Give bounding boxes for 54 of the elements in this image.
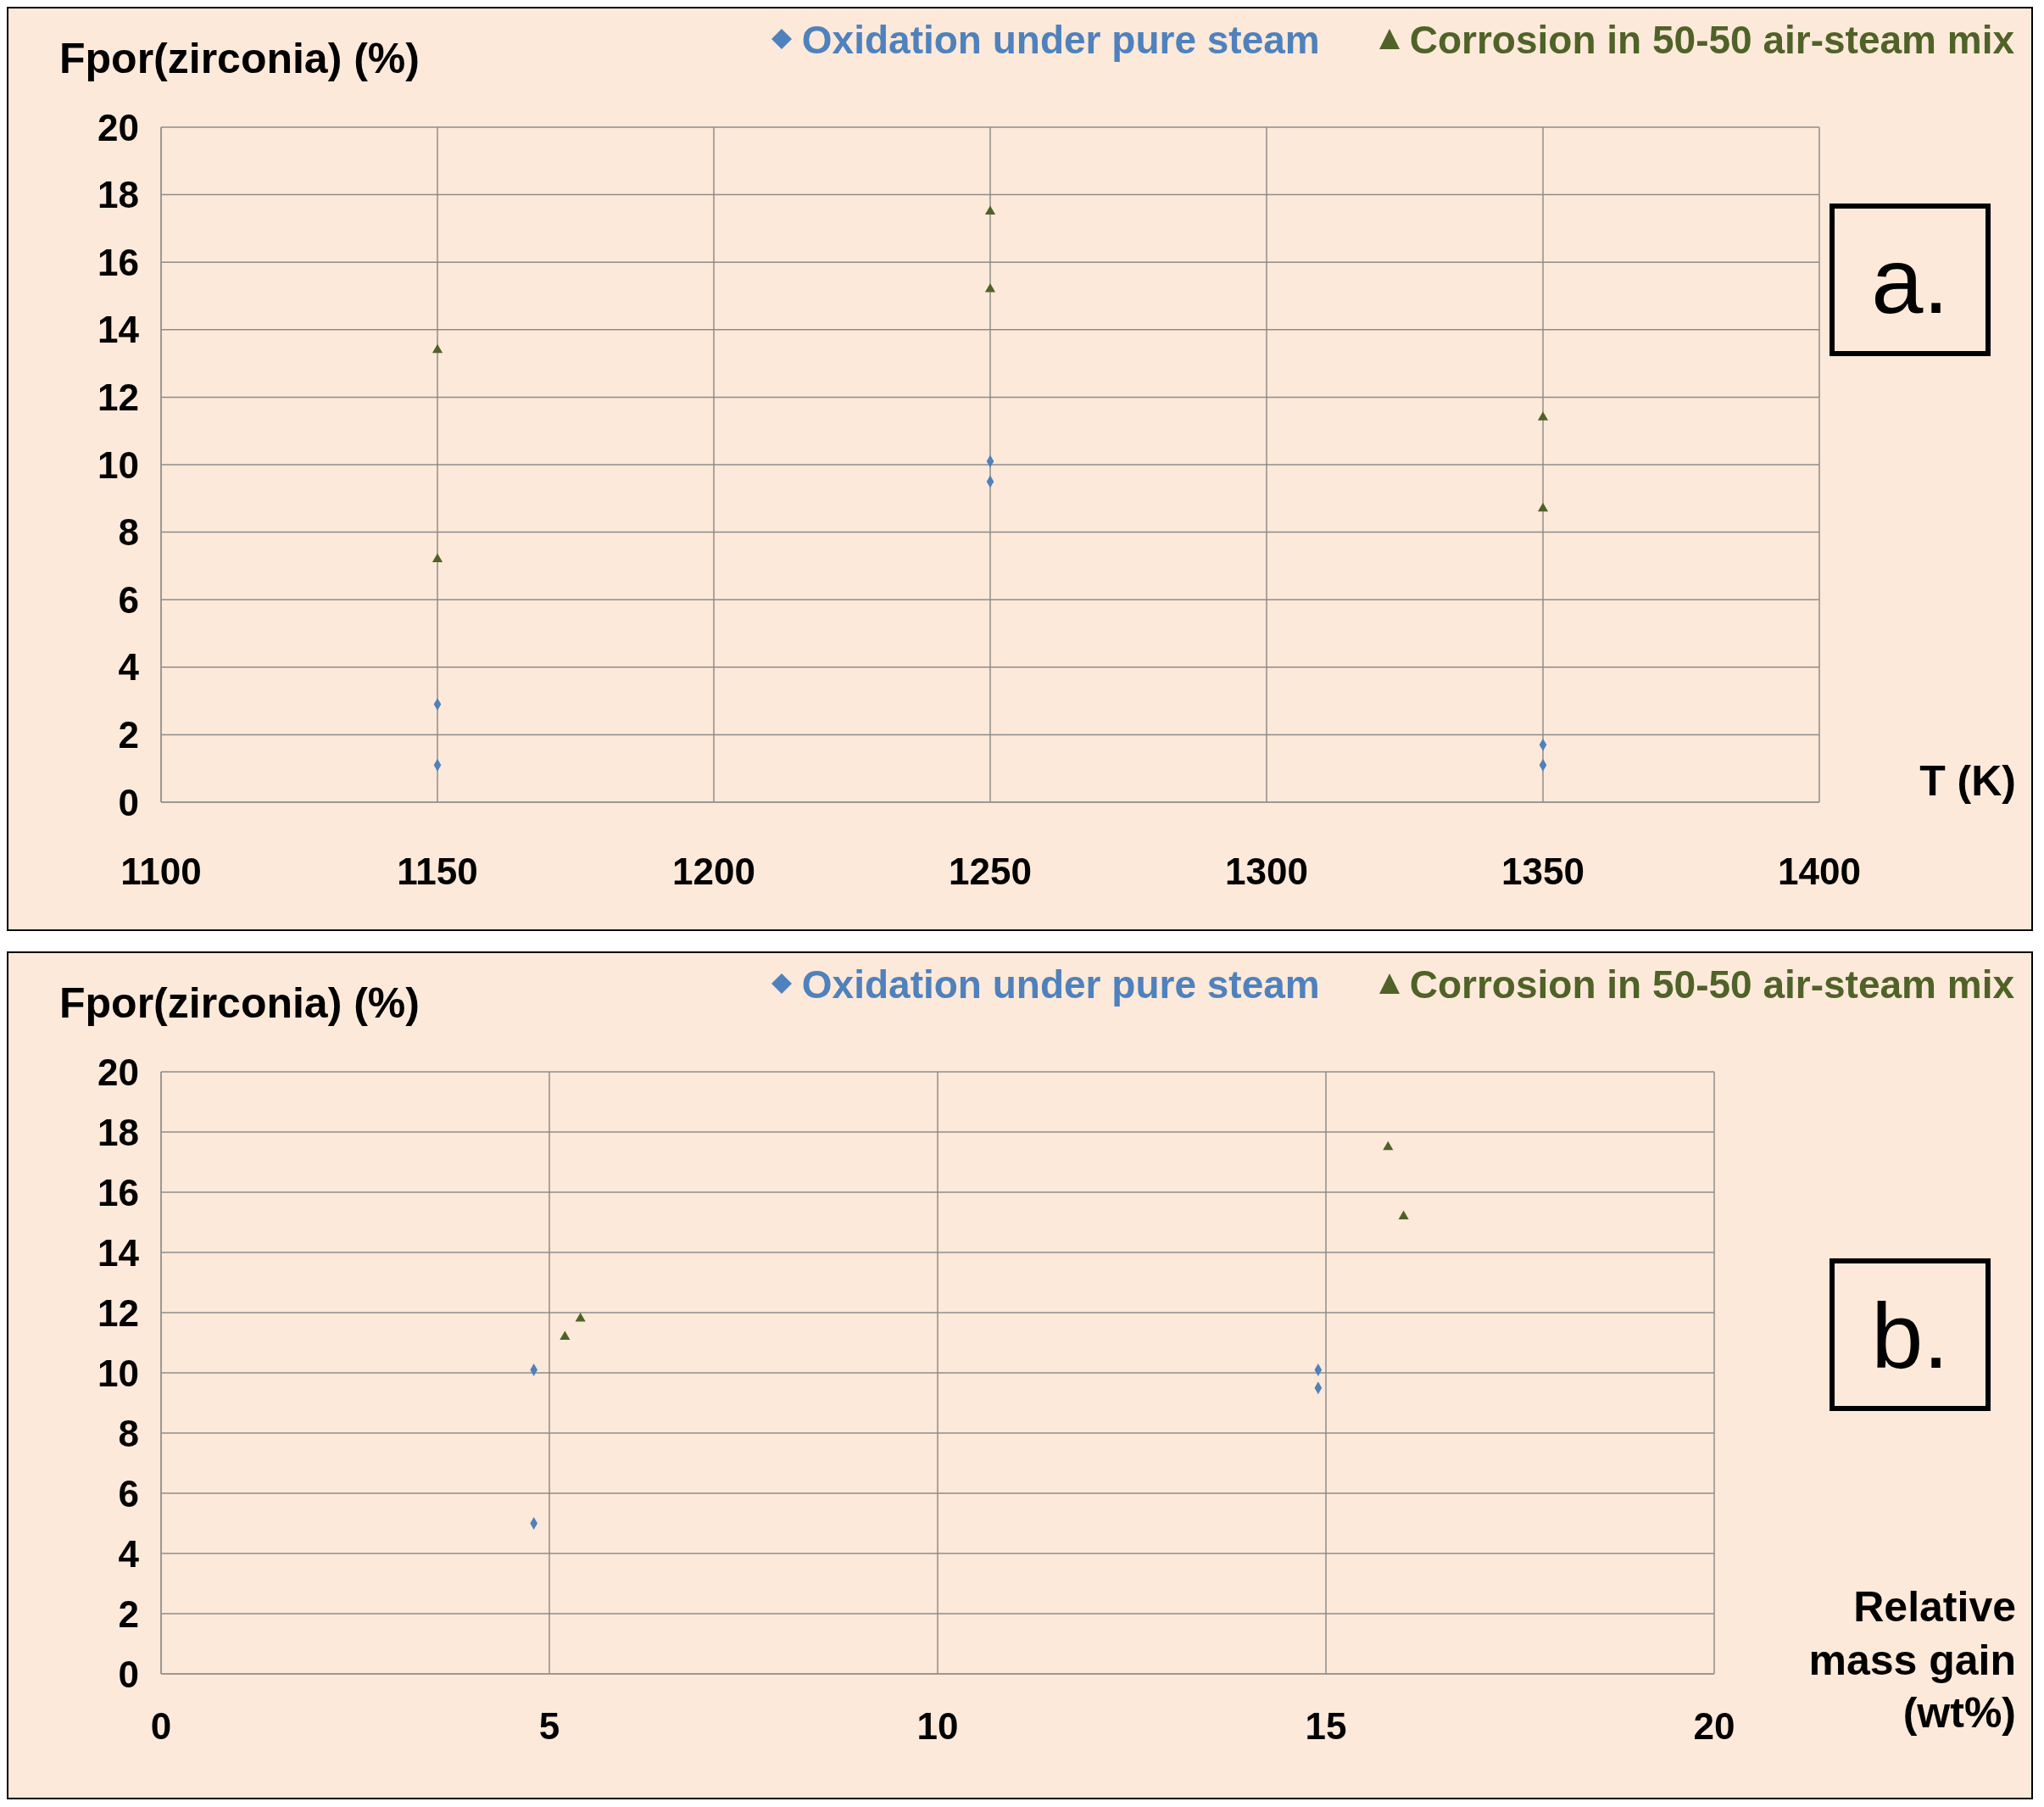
point (984, 205, 996, 215)
y-tick-label: 2 (118, 714, 139, 756)
y-tick-label: 14 (97, 1231, 140, 1274)
y-tick-label: 0 (118, 781, 139, 823)
legend-label: Corrosion in 50-50 air-steam mix (1408, 17, 2014, 63)
x-axis-title: Relative mass gain (wt%) (1807, 1582, 2016, 1738)
point (560, 1330, 571, 1340)
point (1383, 1141, 1394, 1151)
x-tick-label: 15 (1305, 1705, 1347, 1748)
point (432, 343, 443, 354)
y-tick-label: 12 (97, 1291, 139, 1334)
x-tick-label: 1200 (672, 851, 755, 893)
y-axis-title: Fpor(zirconia) (%) (59, 979, 420, 1028)
x-tick-label: 1250 (949, 851, 1032, 893)
point (1537, 502, 1549, 512)
x-tick-label: 1400 (1778, 851, 1861, 893)
y-tick-label: 20 (97, 106, 139, 148)
y-tick-label: 6 (118, 578, 139, 621)
x-tick-label: 20 (1693, 1705, 1735, 1748)
legend-label: Corrosion in 50-50 air-steam mix (1408, 962, 2014, 1007)
y-tick-label: 10 (97, 1352, 139, 1394)
point (1537, 411, 1549, 421)
point (432, 553, 443, 562)
y-tick-label: 0 (118, 1653, 139, 1695)
legend-label: Oxidation under pure steam (800, 17, 1320, 63)
x-tick-label: 1300 (1225, 851, 1308, 893)
legend-label: Oxidation under pure steam (800, 962, 1320, 1007)
x-tick-label: 10 (916, 1705, 959, 1748)
y-tick-label: 16 (97, 241, 139, 283)
y-tick-label: 4 (118, 646, 140, 689)
x-tick-label: 5 (538, 1705, 560, 1748)
y-tick-label: 18 (97, 174, 139, 216)
y-tick-label: 8 (118, 1412, 139, 1454)
y-tick-label: 16 (97, 1171, 139, 1213)
x-axis-title: T (K) (1919, 756, 2016, 806)
x-tick-label: 1100 (120, 851, 202, 893)
x-tick-label: 0 (150, 1705, 172, 1748)
point (984, 283, 996, 293)
y-tick-label: 6 (118, 1472, 139, 1514)
point (575, 1313, 586, 1322)
y-tick-label: 2 (118, 1592, 139, 1635)
y-tick-label: 14 (97, 309, 140, 351)
x-tick-label: 1150 (397, 851, 478, 893)
y-tick-label: 12 (97, 376, 139, 419)
point (1398, 1210, 1409, 1219)
x-tick-label: 1350 (1501, 851, 1585, 893)
y-tick-label: 18 (97, 1111, 139, 1153)
text: a. (1830, 204, 1991, 356)
y-tick-label: 10 (97, 443, 139, 486)
text: b. (1830, 1258, 1991, 1411)
y-axis-title: Fpor(zirconia) (%) (59, 34, 420, 83)
y-tick-label: 20 (97, 1051, 139, 1093)
y-tick-label: 8 (118, 511, 139, 554)
y-tick-label: 4 (118, 1532, 140, 1575)
